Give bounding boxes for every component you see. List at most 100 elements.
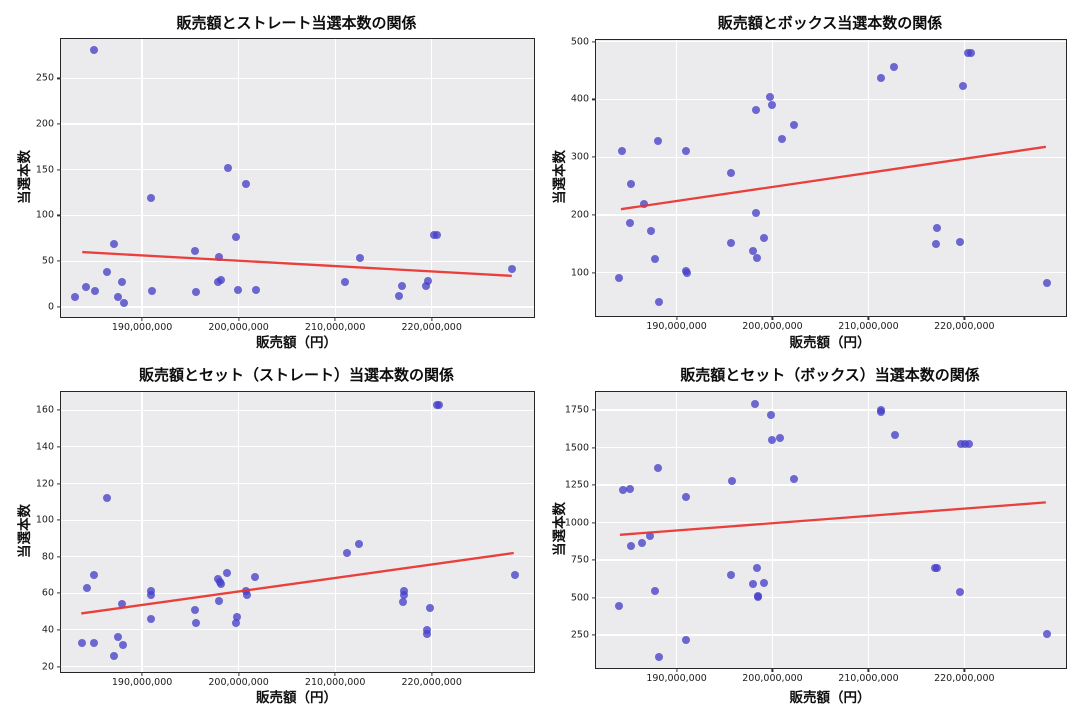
x-tick-mark [867,668,869,672]
x-tick-mark [963,316,965,320]
y-gridline [596,521,1066,524]
x-tick-mark [431,672,433,676]
y-tick-mark [57,260,61,262]
y-tick-mark [592,156,596,158]
y-gridline [61,77,534,79]
x-tick-mark [141,672,143,676]
x-gridline [141,39,143,317]
y-tick-label: 60 [41,587,54,599]
data-point [890,63,899,72]
y-gridline [61,519,534,521]
y-gridline [61,629,534,631]
data-point [931,240,940,249]
data-point [242,180,251,189]
y-gridline [61,169,534,171]
y-tick-mark [57,123,61,125]
data-point [398,598,407,607]
data-point [682,146,691,155]
x-gridline [675,40,678,316]
plot-area-straight: 190,000,000 200,000,000 210,000,000 220,000… [36,38,535,333]
data-point [789,120,798,129]
plot-canvas [61,392,534,672]
y-tick-label: 50 [41,255,54,267]
x-gridline [334,39,336,317]
data-point [90,287,99,296]
data-point [192,618,201,627]
x-tick-label: 220,000,000 [934,673,995,684]
data-point [752,208,761,217]
x-tick-mark [867,316,869,320]
data-point [421,281,430,290]
data-point [397,281,406,290]
data-point [876,74,885,83]
data-point [959,82,968,91]
data-point [192,288,201,297]
data-point [422,629,431,638]
data-point [615,273,624,282]
data-point [650,255,659,264]
y-tick-mark [592,559,596,561]
data-point [956,587,965,596]
data-point [251,572,260,581]
x-tick-label: 190,000,000 [111,322,173,333]
data-point [89,571,98,579]
data-point [626,541,635,550]
data-point [146,614,155,623]
y-tick-mark [592,484,596,486]
x-gridline [771,40,774,316]
x-tick-label: 220,000,000 [401,322,462,333]
data-point [217,276,226,285]
x-tick-label: 190,000,000 [111,677,173,688]
data-point [394,291,403,300]
data-point [625,219,634,228]
y-axis-label-straight: 当選本数 [17,150,33,204]
y-tick-mark [57,446,61,448]
y-tick-mark [57,169,61,171]
data-point [118,640,127,649]
x-tick-label: 190,000,000 [646,321,707,332]
y-tick-label: 160 [35,404,54,416]
chart-title-set-box: 販売額とセット（ボックス）当選本数の関係 [680,366,980,384]
data-point [507,264,516,273]
plot-canvas [61,39,534,317]
data-point [646,227,655,236]
y-tick-mark [57,629,61,631]
data-point [425,603,434,612]
y-tick-mark [57,665,61,668]
x-tick-mark [771,668,774,672]
y-tick-label: 200 [35,118,54,130]
data-point [83,583,92,592]
data-point [231,233,240,242]
plot-area-box: 190,000,000 200,000,000 210,000,000 220,000… [571,36,1067,332]
data-point [119,299,128,308]
chart-title-box: 販売額とボックス当選本数の関係 [717,14,943,32]
y-gridline [61,409,534,411]
data-point [759,578,768,587]
data-point [965,440,974,449]
data-point [223,163,232,172]
y-tick-label: 100 [35,514,54,526]
data-point [251,285,260,294]
y-gridline [61,482,534,485]
data-point [767,100,776,109]
plot-canvas [596,40,1066,316]
data-point [146,194,155,203]
data-point [103,494,112,503]
data-point [215,252,224,261]
y-tick-mark [592,596,596,599]
y-tick-mark [57,306,61,308]
data-point [891,430,900,439]
data-point [117,600,126,609]
x-tick-label: 210,000,000 [838,673,899,684]
data-point [967,48,976,57]
data-point [753,563,762,572]
y-tick-mark [592,634,596,636]
x-tick-mark [141,317,143,321]
x-tick-mark [238,317,240,321]
data-point [752,106,761,115]
data-point [355,539,364,548]
data-point [399,591,408,600]
y-tick-mark [592,409,596,411]
y-gridline [61,214,534,217]
data-point [749,579,758,588]
